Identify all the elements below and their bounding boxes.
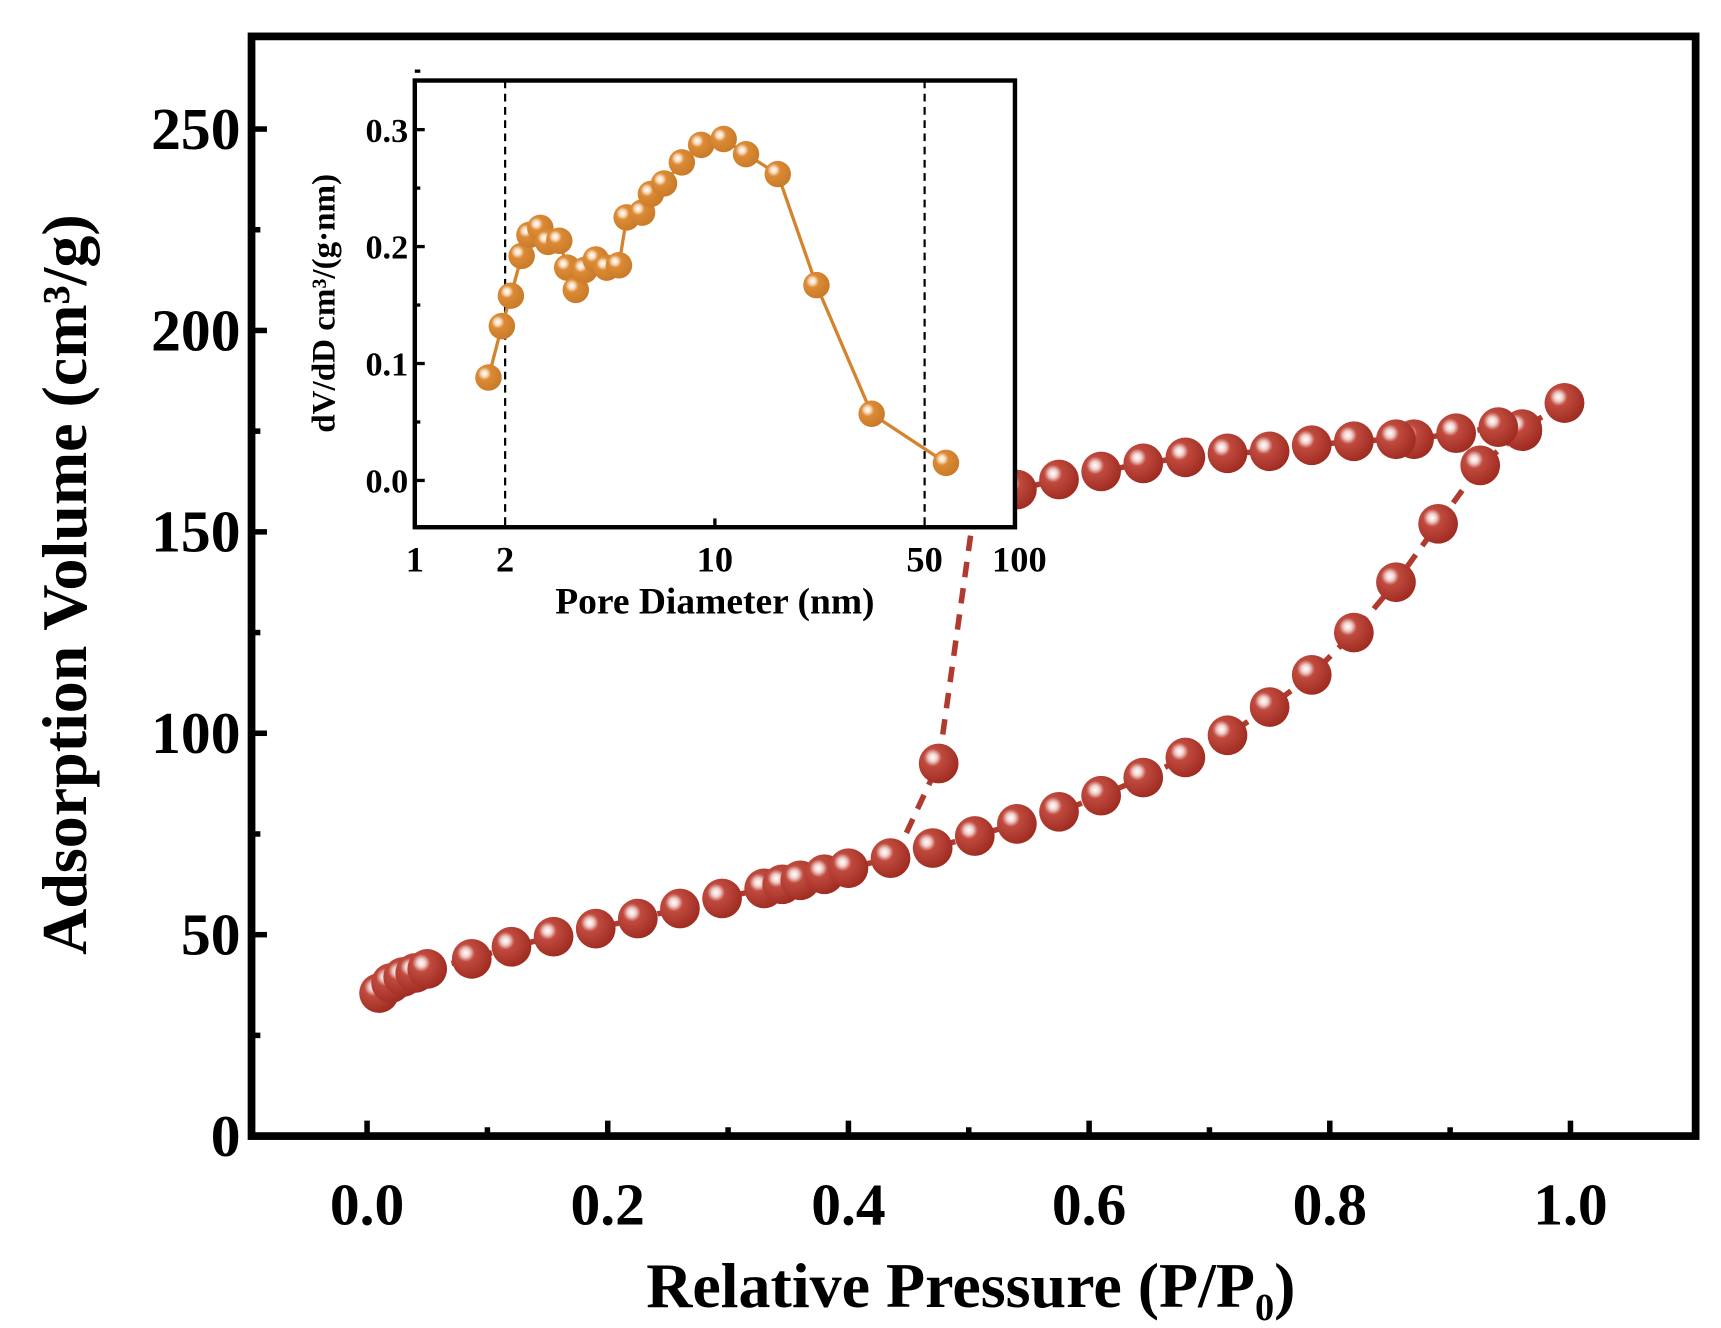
desorption-point — [1333, 421, 1374, 462]
psd-point — [932, 449, 960, 477]
adsorption-point — [1249, 687, 1290, 727]
inset-y-tick-label: 0.1 — [365, 347, 408, 384]
desorption-point — [1207, 433, 1248, 474]
desorption-point — [1291, 425, 1332, 466]
adsorption-point — [1333, 612, 1374, 653]
psd-point — [562, 276, 590, 304]
adsorption-point — [1291, 655, 1332, 695]
adsorption-point — [702, 878, 742, 919]
psd-point — [668, 149, 696, 176]
main-x-tick-label: 1.0 — [1533, 1171, 1607, 1237]
inset-frame — [412, 78, 1018, 530]
adsorption-line — [377, 400, 1566, 996]
inset-x-tick-label: 1 — [406, 539, 424, 579]
desorption-point — [1544, 383, 1585, 423]
adsorption-point — [617, 898, 658, 939]
main-x-tick-label: 0.2 — [571, 1171, 645, 1237]
adsorption-point — [1123, 757, 1164, 798]
psd-point — [605, 252, 633, 279]
adsorption-point — [828, 848, 869, 889]
adsorption-point — [533, 916, 574, 957]
psd-point — [546, 227, 573, 254]
main-x-axis-label: Relative Pressure (P/P₀) — [646, 1250, 1295, 1321]
psd-point — [803, 271, 830, 299]
main-y-axis-label: Adsorption Volume (cm³/g) — [29, 214, 100, 955]
adsorption-point — [451, 938, 492, 979]
main-y-tick-label: 150 — [151, 499, 240, 565]
inset-x-tick-label: 2 — [496, 539, 514, 579]
inset-y-tick-label: 0.0 — [365, 464, 408, 501]
desorption-point — [1081, 451, 1121, 492]
adsorption-point — [870, 838, 911, 878]
adsorption-point — [912, 828, 953, 868]
main-y-tick-label: 50 — [181, 902, 241, 968]
psd-point — [687, 131, 715, 159]
main-x-tick-label: 0.4 — [811, 1171, 885, 1237]
psd-point — [508, 242, 535, 270]
main-y-tick-label: 100 — [151, 700, 240, 766]
desorption-point — [1436, 413, 1477, 454]
desorption-point — [1165, 437, 1206, 478]
adsorption-point — [491, 926, 532, 967]
desorption-point — [1039, 459, 1079, 500]
psd-point — [488, 312, 516, 340]
adsorption-point — [997, 804, 1037, 844]
psd-point — [650, 170, 678, 197]
inset-plot: 1 2 10 50 100 0.0 0.1 0.2 0.3 — [365, 69, 1047, 579]
desorption-point — [1123, 443, 1164, 484]
main-x-tick-label: 0.8 — [1293, 1171, 1367, 1237]
main-y-tick-label: 200 — [151, 297, 240, 363]
adsorption-point — [1165, 737, 1206, 778]
psd-point — [710, 125, 737, 153]
adsorption-point — [1376, 562, 1416, 603]
psd-point — [475, 364, 502, 391]
adsorption-point — [407, 949, 448, 989]
adsorption-point — [954, 816, 995, 856]
desorption-point — [1249, 431, 1290, 472]
inset-x-tick-label: 100 — [992, 539, 1047, 579]
inset-x-tick-label: 50 — [906, 539, 942, 579]
main-y-tick-label: 250 — [151, 96, 240, 162]
adsorption-point — [660, 888, 700, 929]
main-plot-frame — [247, 32, 1700, 1140]
inset-x-axis-label: Pore Diameter (nm) — [555, 581, 874, 622]
adsorption-point — [575, 908, 616, 949]
inset-y-tick-label: 0.2 — [365, 230, 408, 267]
psd-point — [858, 400, 885, 428]
adsorption-point — [1460, 445, 1501, 486]
adsorption-point — [1039, 791, 1079, 832]
inset-x-tick-label: 10 — [697, 539, 733, 579]
desorption-point — [1376, 419, 1416, 460]
adsorption-point — [1081, 775, 1121, 816]
inset-y-axis-label: dV/dD cm³/(g·nm) — [306, 174, 342, 433]
desorption-point — [918, 743, 959, 784]
inset-y-tick-label: 0.3 — [365, 113, 408, 150]
main-x-tick-label: 0.6 — [1052, 1171, 1126, 1237]
psd-point — [732, 140, 760, 168]
desorption-point — [1478, 407, 1519, 447]
main-y-tick-label: 0 — [211, 1103, 241, 1169]
adsorption-point — [1207, 715, 1248, 756]
adsorption-point — [1418, 503, 1458, 544]
psd-point — [764, 160, 791, 188]
main-x-tick-label: 0.0 — [330, 1171, 404, 1237]
psd-point — [497, 282, 525, 309]
